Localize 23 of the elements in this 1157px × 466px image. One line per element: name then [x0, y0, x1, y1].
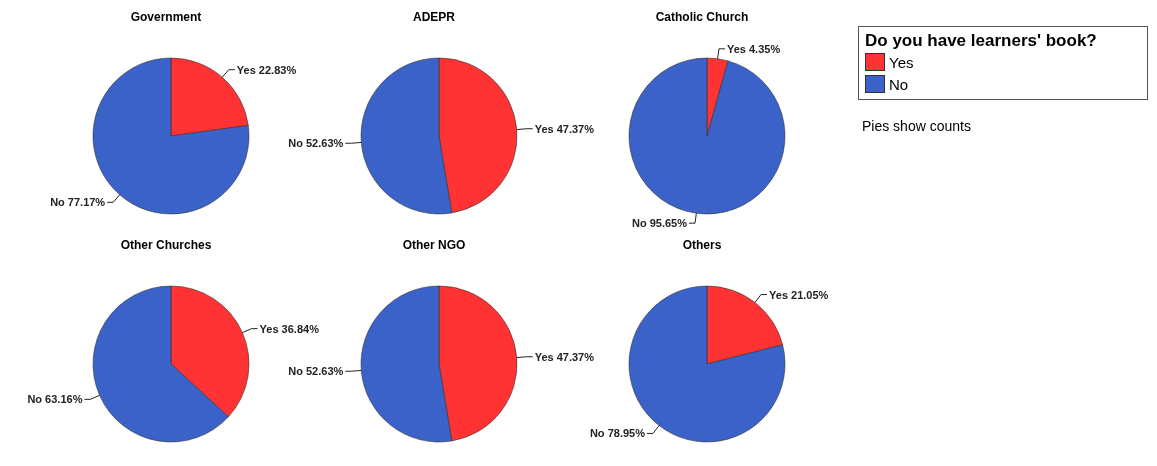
chart-title: Other NGO	[401, 237, 467, 254]
slice-label: Yes 21.05%	[769, 288, 829, 301]
slice-label: No 78.95%	[589, 427, 646, 440]
slice-label: Yes 47.37%	[534, 350, 595, 363]
slice-label: No 52.63%	[288, 137, 344, 150]
category-label: Yes 22.83%	[236, 63, 297, 76]
legend-label: Yes	[889, 53, 914, 71]
chart-title: Others	[681, 237, 723, 254]
slice-label: No 63.16%	[27, 393, 83, 406]
chart-title: ADEPR	[412, 9, 456, 26]
chart-title: Catholic Church	[654, 9, 750, 26]
legend-title: Do you have learners' book?	[865, 31, 1098, 51]
slice-label: No 52.63%	[288, 365, 344, 378]
text: Pies show counts	[862, 118, 972, 134]
legend-label: No	[889, 75, 909, 93]
chart-title: Government	[129, 9, 203, 26]
slice-label: Yes 47.37%	[534, 122, 595, 135]
pie-slice	[628, 57, 786, 215]
category-label: No 77.17%	[50, 196, 106, 209]
slice-label: Yes 36.84%	[259, 322, 320, 335]
slice-label: Yes 4.35%	[726, 42, 781, 55]
slice-label: No 95.65%	[631, 217, 688, 230]
chart-title: Other Churches	[119, 237, 213, 254]
